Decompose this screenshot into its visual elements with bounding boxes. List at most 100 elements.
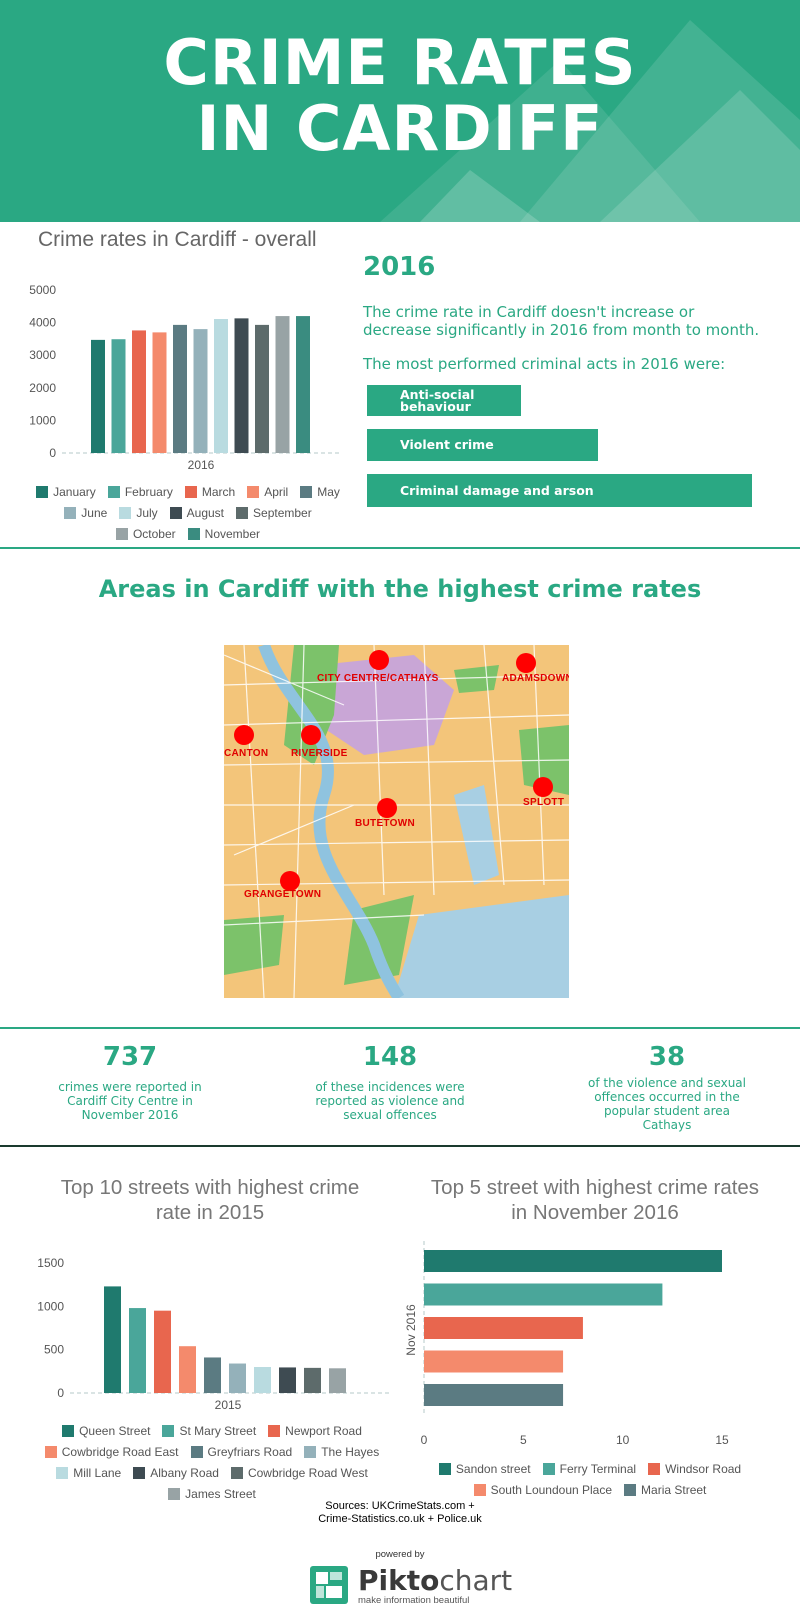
y-tick-label: 0 (49, 446, 56, 460)
legend-swatch (304, 1445, 317, 1458)
piktochart-wordmark: Piktochart (358, 1564, 512, 1597)
streets-nov2016-legend: Sandon street Ferry Terminal Windsor Road S… (420, 1458, 760, 1500)
legend-swatch (190, 1445, 203, 1458)
legend-label: Cowbridge Road East (61, 1444, 179, 1459)
piktochart-logo-icon (310, 1566, 348, 1604)
legend-item-newport-road[interactable]: Newport Road (268, 1422, 362, 1439)
stat-text-line: Cardiff City Centre in (67, 1094, 193, 1108)
map-label-splott: SPLOTT (523, 797, 565, 808)
map-label-canton: CANTON (224, 748, 269, 759)
legend-item-november[interactable]: November (187, 525, 261, 542)
legend-item-queen-street[interactable]: Queen Street (62, 1422, 150, 1439)
map-marker-city-centre (369, 650, 389, 670)
legend-label: Mill Lane (73, 1465, 122, 1480)
legend-item-cowbridge-road-east[interactable]: Cowbridge Road East (44, 1443, 179, 1460)
legend-swatch (62, 1424, 75, 1437)
legend-item-september[interactable]: September (236, 504, 312, 521)
y-tick-label: 4000 (29, 316, 56, 330)
title-line: rate in 2015 (155, 1201, 265, 1224)
legend-item-january[interactable]: January (36, 483, 96, 500)
legend-item-may[interactable]: May (300, 483, 340, 500)
legend-label: February (124, 484, 173, 499)
map-label-riverside: RIVERSIDE (291, 748, 348, 759)
map-marker-splott (533, 777, 553, 797)
act-bar-anti-social: Anti-social behaviour (367, 385, 521, 416)
legend-swatch (473, 1483, 486, 1496)
legend-item-cowbridge-road-west[interactable]: Cowbridge Road West (230, 1464, 368, 1481)
stat-text-line: of the violence and sexual (588, 1076, 746, 1090)
legend-item-sandon-street[interactable]: Sandon street (438, 1460, 531, 1477)
bar-october (275, 316, 290, 453)
legend-swatch (115, 527, 128, 540)
legend-swatch (184, 485, 197, 498)
legend-label: James Street (185, 1486, 256, 1501)
stat-text-line: November 2016 (81, 1108, 179, 1122)
streets-2015-legend: Queen Street St Mary Street Newport Road Co… (32, 1420, 392, 1504)
legend-swatch (268, 1424, 281, 1437)
legend-item-april[interactable]: April (247, 483, 288, 500)
bar-september (255, 324, 269, 453)
map-illustration (224, 645, 569, 998)
sources: Sources: UKCrimeStats.com + Crime-Statis… (0, 1500, 800, 1526)
streets-nov2016-title: Top 5 street with highest crime rates in… (400, 1175, 790, 1225)
legend-item-july[interactable]: July (119, 504, 158, 521)
y-tick-label: 3000 (29, 348, 56, 362)
legend-item-greyfriars-road[interactable]: Greyfriars Road (190, 1443, 293, 1460)
legend-item-maria-street[interactable]: Maria Street (624, 1481, 706, 1498)
legend-label: Greyfriars Road (207, 1444, 293, 1459)
legend-item-august[interactable]: August (169, 504, 224, 521)
legend-item-march[interactable]: March (184, 483, 235, 500)
logo-light: chart (439, 1564, 513, 1597)
x-tick-label: 0 (421, 1433, 428, 1447)
title-line: Top 10 streets with highest crime (60, 1176, 360, 1199)
legend-item-albany-road[interactable]: Albany Road (133, 1464, 219, 1481)
legend-label: Ferry Terminal (559, 1461, 637, 1476)
act-bar-violent-crime: Violent crime (367, 429, 598, 461)
legend-label: Queen Street (79, 1423, 151, 1438)
section-divider (0, 1027, 800, 1029)
bar-maria-street (424, 1384, 564, 1406)
legend-label: April (264, 484, 289, 499)
stat-text-line: sexual offences (343, 1108, 437, 1122)
bar-august (234, 318, 249, 453)
y-tick-label: 1000 (37, 1299, 64, 1313)
map-marker-butetown (377, 798, 397, 818)
title-line-2: IN CARDIFF (196, 92, 604, 165)
bar-sandon-street (424, 1250, 722, 1272)
legend-item-mill-lane[interactable]: Mill Lane (56, 1464, 121, 1481)
legend-label: Newport Road (285, 1423, 362, 1438)
legend-label: January (53, 484, 96, 499)
stat-number-148: 148 (362, 1042, 418, 1072)
map-label-grangetown: GRANGETOWN (244, 889, 322, 900)
x-category-label: 2015 (215, 1398, 242, 1412)
legend-item-windsor-road[interactable]: Windsor Road (648, 1460, 741, 1477)
bar-queen-street (104, 1286, 121, 1393)
legend-label: June (81, 505, 108, 520)
legend-item-the-hayes[interactable]: The Hayes (304, 1443, 379, 1460)
legend-label: May (317, 484, 340, 499)
legend-swatch (236, 506, 249, 519)
legend-swatch (169, 506, 182, 519)
streets-nov2016-bar-chart: 0 5 10 15 Nov 2016 (404, 1241, 729, 1447)
stat-number-38: 38 (648, 1042, 686, 1072)
stat-text-line: of these incidences were (315, 1080, 465, 1094)
bar-cowbridge-road-west (304, 1367, 321, 1393)
legend-item-james-street[interactable]: James Street (168, 1485, 256, 1502)
header-banner: CRIME RATES IN CARDIFF (0, 0, 800, 222)
legend-label: November (204, 526, 261, 541)
cardiff-map: CITY CENTRE/CATHAYS ADAMSDOWN CANTON RIV… (224, 645, 569, 998)
legend-label: St Mary Street (179, 1423, 257, 1438)
legend-item-ferry-terminal[interactable]: Ferry Terminal (542, 1460, 637, 1477)
legend-item-june[interactable]: June (64, 504, 107, 521)
piktochart-logo[interactable]: Piktochart make information beautiful (308, 1562, 512, 1606)
legend-item-october[interactable]: October (115, 525, 176, 542)
bar-february (111, 339, 126, 453)
y-tick-label: 2000 (29, 381, 56, 395)
legend-swatch (119, 506, 132, 519)
legend-item-february[interactable]: February (107, 483, 173, 500)
legend-item-south-loundoun-place[interactable]: South Loundoun Place (473, 1481, 612, 1498)
bar-windsor-road (424, 1317, 583, 1339)
legend-swatch (438, 1462, 451, 1475)
legend-swatch (542, 1462, 555, 1475)
legend-item-st-mary-street[interactable]: St Mary Street (162, 1422, 256, 1439)
